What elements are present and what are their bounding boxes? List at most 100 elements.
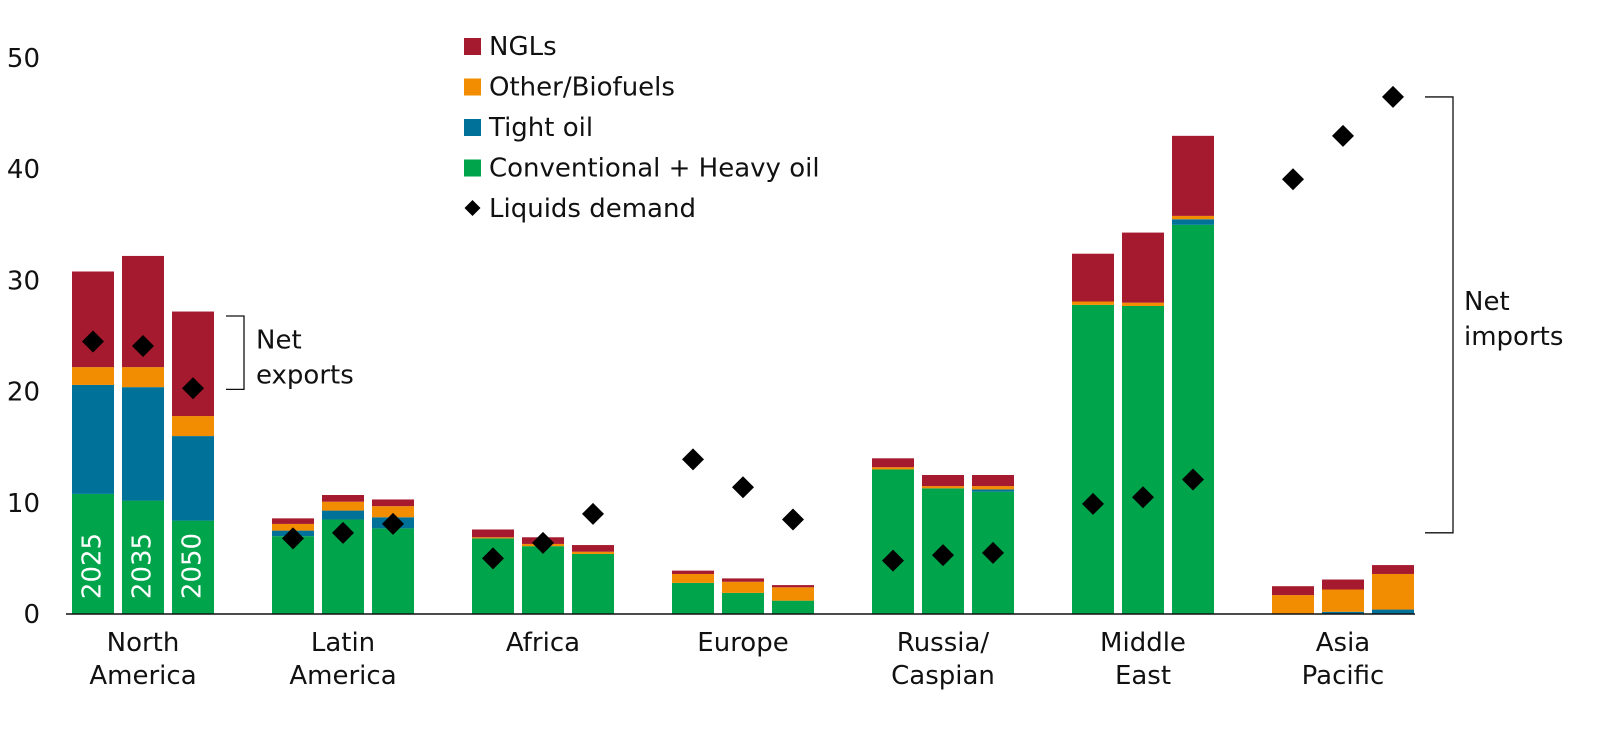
category-label: America: [89, 661, 196, 691]
category-label: East: [1115, 661, 1171, 691]
legend-swatch: [464, 38, 481, 55]
bar-segment: [322, 510, 364, 520]
bar-segment: [1372, 565, 1414, 574]
legend-label: Liquids demand: [489, 194, 696, 224]
demand-marker: [732, 476, 754, 499]
category-label: America: [289, 661, 396, 691]
category-label: Caspian: [891, 661, 995, 691]
demand-marker: [682, 448, 704, 471]
bar-segment: [722, 578, 764, 582]
bar-segment: [872, 458, 914, 468]
year-label: 2050: [178, 533, 208, 599]
bar-segment: [322, 501, 364, 511]
legend-swatch: [464, 119, 481, 136]
bar-segment: [872, 467, 914, 470]
demand-marker: [582, 502, 604, 525]
bar-segment: [572, 553, 614, 614]
year-label: 2035: [128, 533, 158, 599]
net-imports-bracket: [1425, 96, 1454, 534]
demand-marker: [82, 330, 104, 353]
bar-segment: [372, 506, 414, 518]
y-tick-label: 0: [23, 600, 40, 630]
bar-segment: [272, 523, 314, 531]
bar-segment: [1072, 253, 1114, 302]
legend-swatch: [464, 200, 481, 216]
demand-marker: [282, 527, 304, 550]
bar-segment: [372, 499, 414, 507]
demand-marker: [132, 335, 154, 358]
bar-segment: [122, 387, 164, 501]
demand-marker: [182, 377, 204, 400]
bar-segment: [672, 582, 714, 614]
bar-segment: [472, 537, 514, 539]
bar-segment: [972, 486, 1014, 490]
demand-marker: [1082, 492, 1104, 515]
demand-marker: [1332, 124, 1354, 147]
bar-segment: [1122, 305, 1164, 614]
bar-segment: [122, 367, 164, 388]
category-label: Europe: [697, 628, 788, 658]
net-exports-label: exports: [256, 361, 354, 391]
bar-segment: [272, 518, 314, 524]
bar-segment: [72, 271, 114, 368]
bar-segment: [122, 500, 164, 614]
category-label: Latin: [311, 628, 375, 658]
bar-segment: [772, 587, 814, 601]
demand-markers: [82, 85, 1404, 572]
net-imports-label: Net: [1464, 287, 1510, 317]
bar-segment: [572, 551, 614, 554]
y-tick-label: 50: [7, 44, 40, 74]
bar-segment: [1122, 302, 1164, 306]
annotations: Net exports Net imports: [226, 96, 1563, 534]
demand-marker: [982, 541, 1004, 564]
legend-label: Other/Biofuels: [489, 73, 675, 103]
bar-segment: [572, 545, 614, 552]
legend-swatch: [464, 159, 481, 177]
bar-segment: [72, 384, 114, 494]
demand-marker: [882, 549, 904, 572]
bar-segment: [72, 367, 114, 385]
bar-segment: [72, 493, 114, 614]
bar-segment: [872, 469, 914, 614]
net-exports-bracket: [226, 315, 245, 391]
bar-segment: [172, 416, 214, 437]
demand-marker: [1382, 85, 1404, 108]
bar-segment: [922, 486, 964, 489]
bar-segment: [1072, 301, 1114, 305]
demand-marker: [932, 544, 954, 567]
y-tick-label: 20: [7, 378, 40, 408]
legend: NGLs Other/Biofuels Tight oil Conventional …: [464, 32, 820, 224]
category-label: Middle: [1100, 628, 1186, 658]
legend-label: Tight oil: [488, 113, 593, 143]
demand-marker: [332, 521, 354, 544]
y-tick-label: 10: [7, 489, 40, 519]
bar-segment: [722, 592, 764, 614]
demand-marker: [782, 508, 804, 531]
bars: 2025 2035 2050: [72, 135, 1414, 615]
y-tick-label: 30: [7, 266, 40, 296]
bar-segment: [672, 573, 714, 583]
bar-segment: [1322, 589, 1364, 612]
demand-marker: [1132, 486, 1154, 509]
y-axis: 0 10 20 30 40 50: [7, 44, 40, 630]
bar-segment: [1172, 135, 1214, 216]
legend-label: Conventional + Heavy oil: [489, 154, 820, 184]
bar-segment: [722, 581, 764, 593]
demand-marker: [1182, 468, 1204, 491]
bar-segment: [1122, 232, 1164, 303]
bar-segment: [672, 570, 714, 574]
category-label: Africa: [506, 628, 580, 658]
bar-segment: [472, 529, 514, 538]
legend-label: NGLs: [489, 32, 557, 62]
bar-segment: [1172, 219, 1214, 225]
y-tick-label: 40: [7, 155, 40, 185]
bar-segment: [1322, 611, 1364, 614]
year-label: 2025: [78, 533, 108, 599]
bar-segment: [972, 475, 1014, 487]
bar-segment: [172, 520, 214, 614]
category-label: North: [107, 628, 180, 658]
bar-segment: [322, 495, 364, 502]
demand-marker: [382, 512, 404, 535]
bar-segment: [922, 475, 964, 487]
